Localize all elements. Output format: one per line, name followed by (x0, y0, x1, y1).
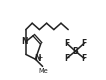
Text: Me: Me (38, 68, 48, 74)
Text: +: + (38, 55, 43, 60)
Text: F: F (82, 39, 87, 48)
Text: F: F (64, 39, 69, 48)
Text: F: F (64, 54, 69, 63)
Text: N: N (21, 37, 28, 46)
Text: F: F (82, 54, 87, 63)
Text: N: N (34, 54, 41, 63)
Text: B: B (73, 47, 78, 56)
